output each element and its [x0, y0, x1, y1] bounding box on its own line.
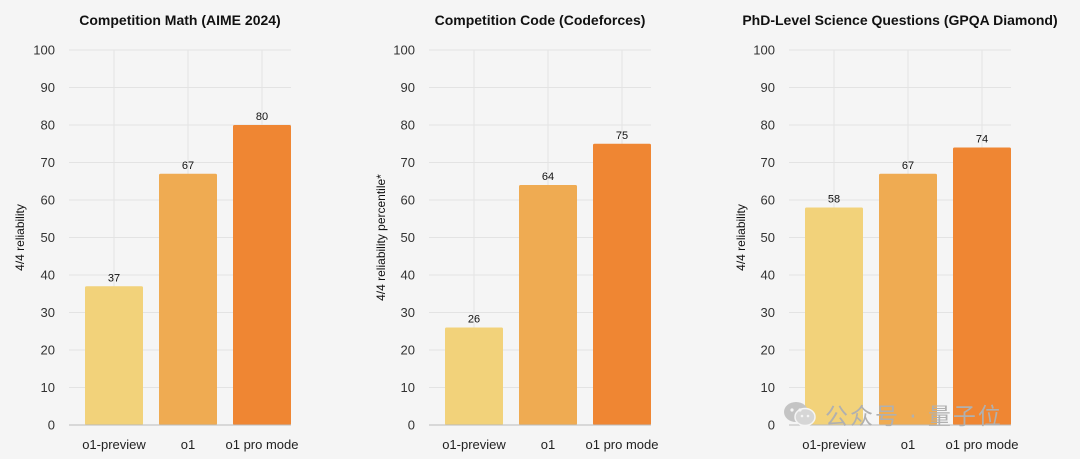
value-label: 58	[828, 194, 840, 206]
y-axis-title: 4/4 reliability	[734, 204, 748, 271]
y-axis-title: 4/4 reliability percentile*	[374, 174, 388, 301]
value-label: 74	[976, 134, 988, 146]
y-tick-label: 80	[401, 118, 415, 133]
y-tick-label: 0	[408, 418, 415, 433]
x-tick-label: o1	[181, 437, 195, 452]
bar-o1-pro-mode	[233, 125, 291, 425]
y-tick-label: 50	[41, 230, 55, 245]
y-tick-label: 40	[401, 268, 415, 283]
y-tick-label: 70	[401, 155, 415, 170]
y-tick-label: 30	[761, 305, 775, 320]
y-tick-label: 10	[761, 380, 775, 395]
value-label: 67	[182, 160, 194, 172]
value-label: 67	[902, 160, 914, 172]
chart-title: Competition Math (AIME 2024)	[79, 12, 280, 28]
bar-o1	[159, 173, 217, 425]
y-tick-label: 40	[41, 268, 55, 283]
y-tick-label: 70	[41, 155, 55, 170]
x-tick-label: o1-preview	[82, 437, 146, 452]
y-tick-label: 10	[41, 380, 55, 395]
value-label: 26	[468, 314, 480, 326]
chart-title: Competition Code (Codeforces)	[435, 12, 646, 28]
y-tick-label: 50	[401, 230, 415, 245]
bar-o1	[879, 173, 937, 425]
x-tick-label: o1 pro mode	[946, 437, 1019, 452]
y-tick-label: 100	[753, 43, 775, 58]
x-tick-label: o1 pro mode	[586, 437, 659, 452]
value-label: 80	[256, 111, 268, 123]
x-tick-label: o1-preview	[802, 437, 866, 452]
y-tick-label: 20	[401, 343, 415, 358]
bar-o1	[519, 185, 577, 425]
y-tick-label: 90	[41, 80, 55, 95]
y-tick-label: 60	[41, 193, 55, 208]
x-tick-label: o1 pro mode	[226, 437, 299, 452]
bar-o1-preview	[85, 286, 143, 425]
y-tick-label: 60	[401, 193, 415, 208]
bar-o1-preview	[805, 207, 863, 425]
y-tick-label: 30	[41, 305, 55, 320]
chart-title: PhD-Level Science Questions (GPQA Diamon…	[742, 12, 1057, 28]
y-tick-label: 20	[41, 343, 55, 358]
y-tick-label: 60	[761, 193, 775, 208]
wechat-icon	[783, 400, 817, 428]
value-label: 64	[542, 171, 554, 183]
y-tick-label: 50	[761, 230, 775, 245]
y-tick-label: 10	[401, 380, 415, 395]
bar-o1-pro-mode	[593, 143, 651, 425]
y-tick-label: 0	[48, 418, 55, 433]
bar-o1-pro-mode	[953, 147, 1011, 425]
y-tick-label: 20	[761, 343, 775, 358]
y-tick-label: 0	[768, 418, 775, 433]
y-tick-label: 40	[761, 268, 775, 283]
y-tick-label: 90	[761, 80, 775, 95]
x-tick-label: o1	[901, 437, 915, 452]
y-axis-title: 4/4 reliability	[13, 204, 27, 271]
y-tick-label: 80	[41, 118, 55, 133]
value-label: 75	[616, 130, 628, 142]
y-tick-label: 100	[393, 43, 415, 58]
y-tick-label: 70	[761, 155, 775, 170]
x-tick-label: o1-preview	[442, 437, 506, 452]
value-label: 37	[108, 272, 120, 284]
y-tick-label: 100	[33, 43, 55, 58]
x-tick-label: o1	[541, 437, 555, 452]
bar-o1-preview	[445, 327, 503, 425]
watermark-text: 公众号 · 量子位	[825, 404, 1003, 430]
watermark: 公众号 · 量子位	[783, 397, 1003, 431]
y-tick-label: 80	[761, 118, 775, 133]
y-tick-label: 30	[401, 305, 415, 320]
y-tick-label: 90	[401, 80, 415, 95]
